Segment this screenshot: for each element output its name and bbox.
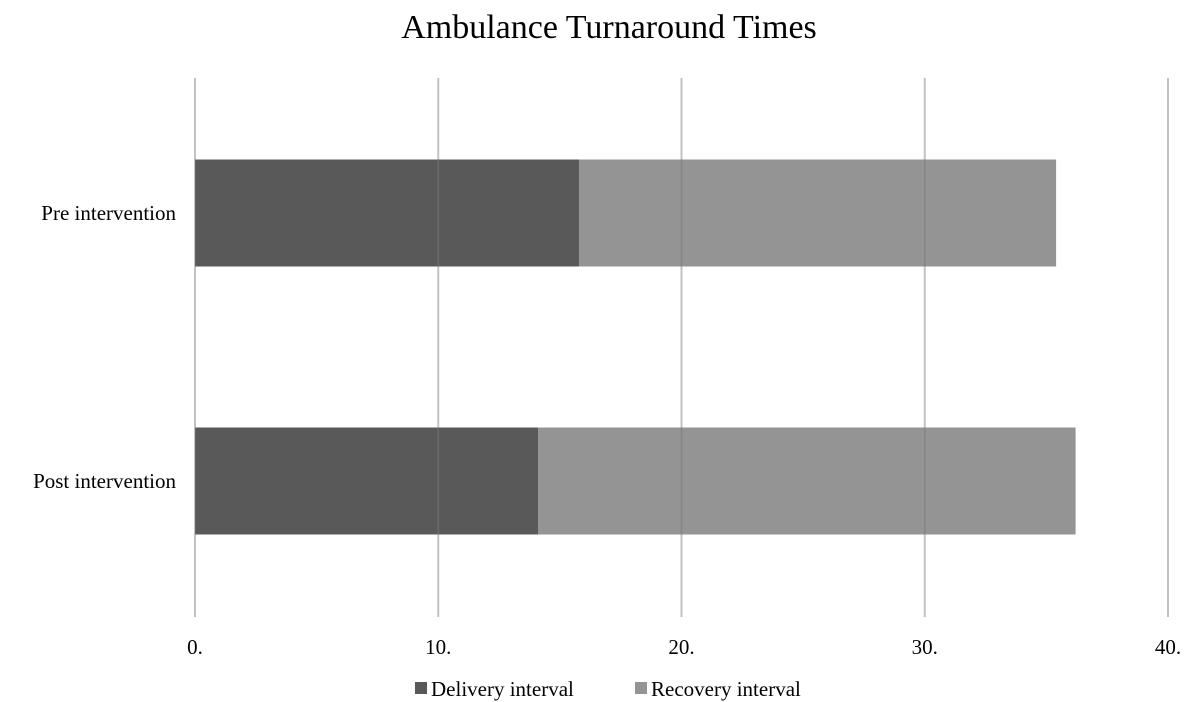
bar-recovery-post (538, 427, 1076, 535)
bar-delivery-post (195, 427, 538, 535)
x-tick-label-2: 20. (668, 635, 694, 659)
y-axis-categories: Pre intervention Post intervention (33, 201, 176, 493)
gridlines (194, 78, 1169, 617)
bars (195, 159, 1076, 535)
bar-delivery-pre (195, 159, 580, 267)
legend-label-recovery: Recovery interval (651, 677, 801, 701)
category-label-post: Post intervention (33, 469, 176, 493)
x-tick-label-3: 30. (912, 635, 938, 659)
x-tick-label-0: 0. (187, 635, 203, 659)
x-tick-label-4: 40. (1155, 635, 1181, 659)
bar-recovery-pre (579, 159, 1057, 267)
legend-swatch-delivery (415, 682, 427, 694)
category-label-pre: Pre intervention (41, 201, 176, 225)
x-axis-ticks: 0. 10. 20. 30. 40. (187, 635, 1181, 659)
x-tick-label-1: 10. (425, 635, 451, 659)
legend: Delivery interval Recovery interval (415, 677, 801, 701)
legend-swatch-recovery (635, 682, 647, 694)
chart-title: Ambulance Turnaround Times (401, 9, 817, 46)
legend-label-delivery: Delivery interval (431, 677, 574, 701)
